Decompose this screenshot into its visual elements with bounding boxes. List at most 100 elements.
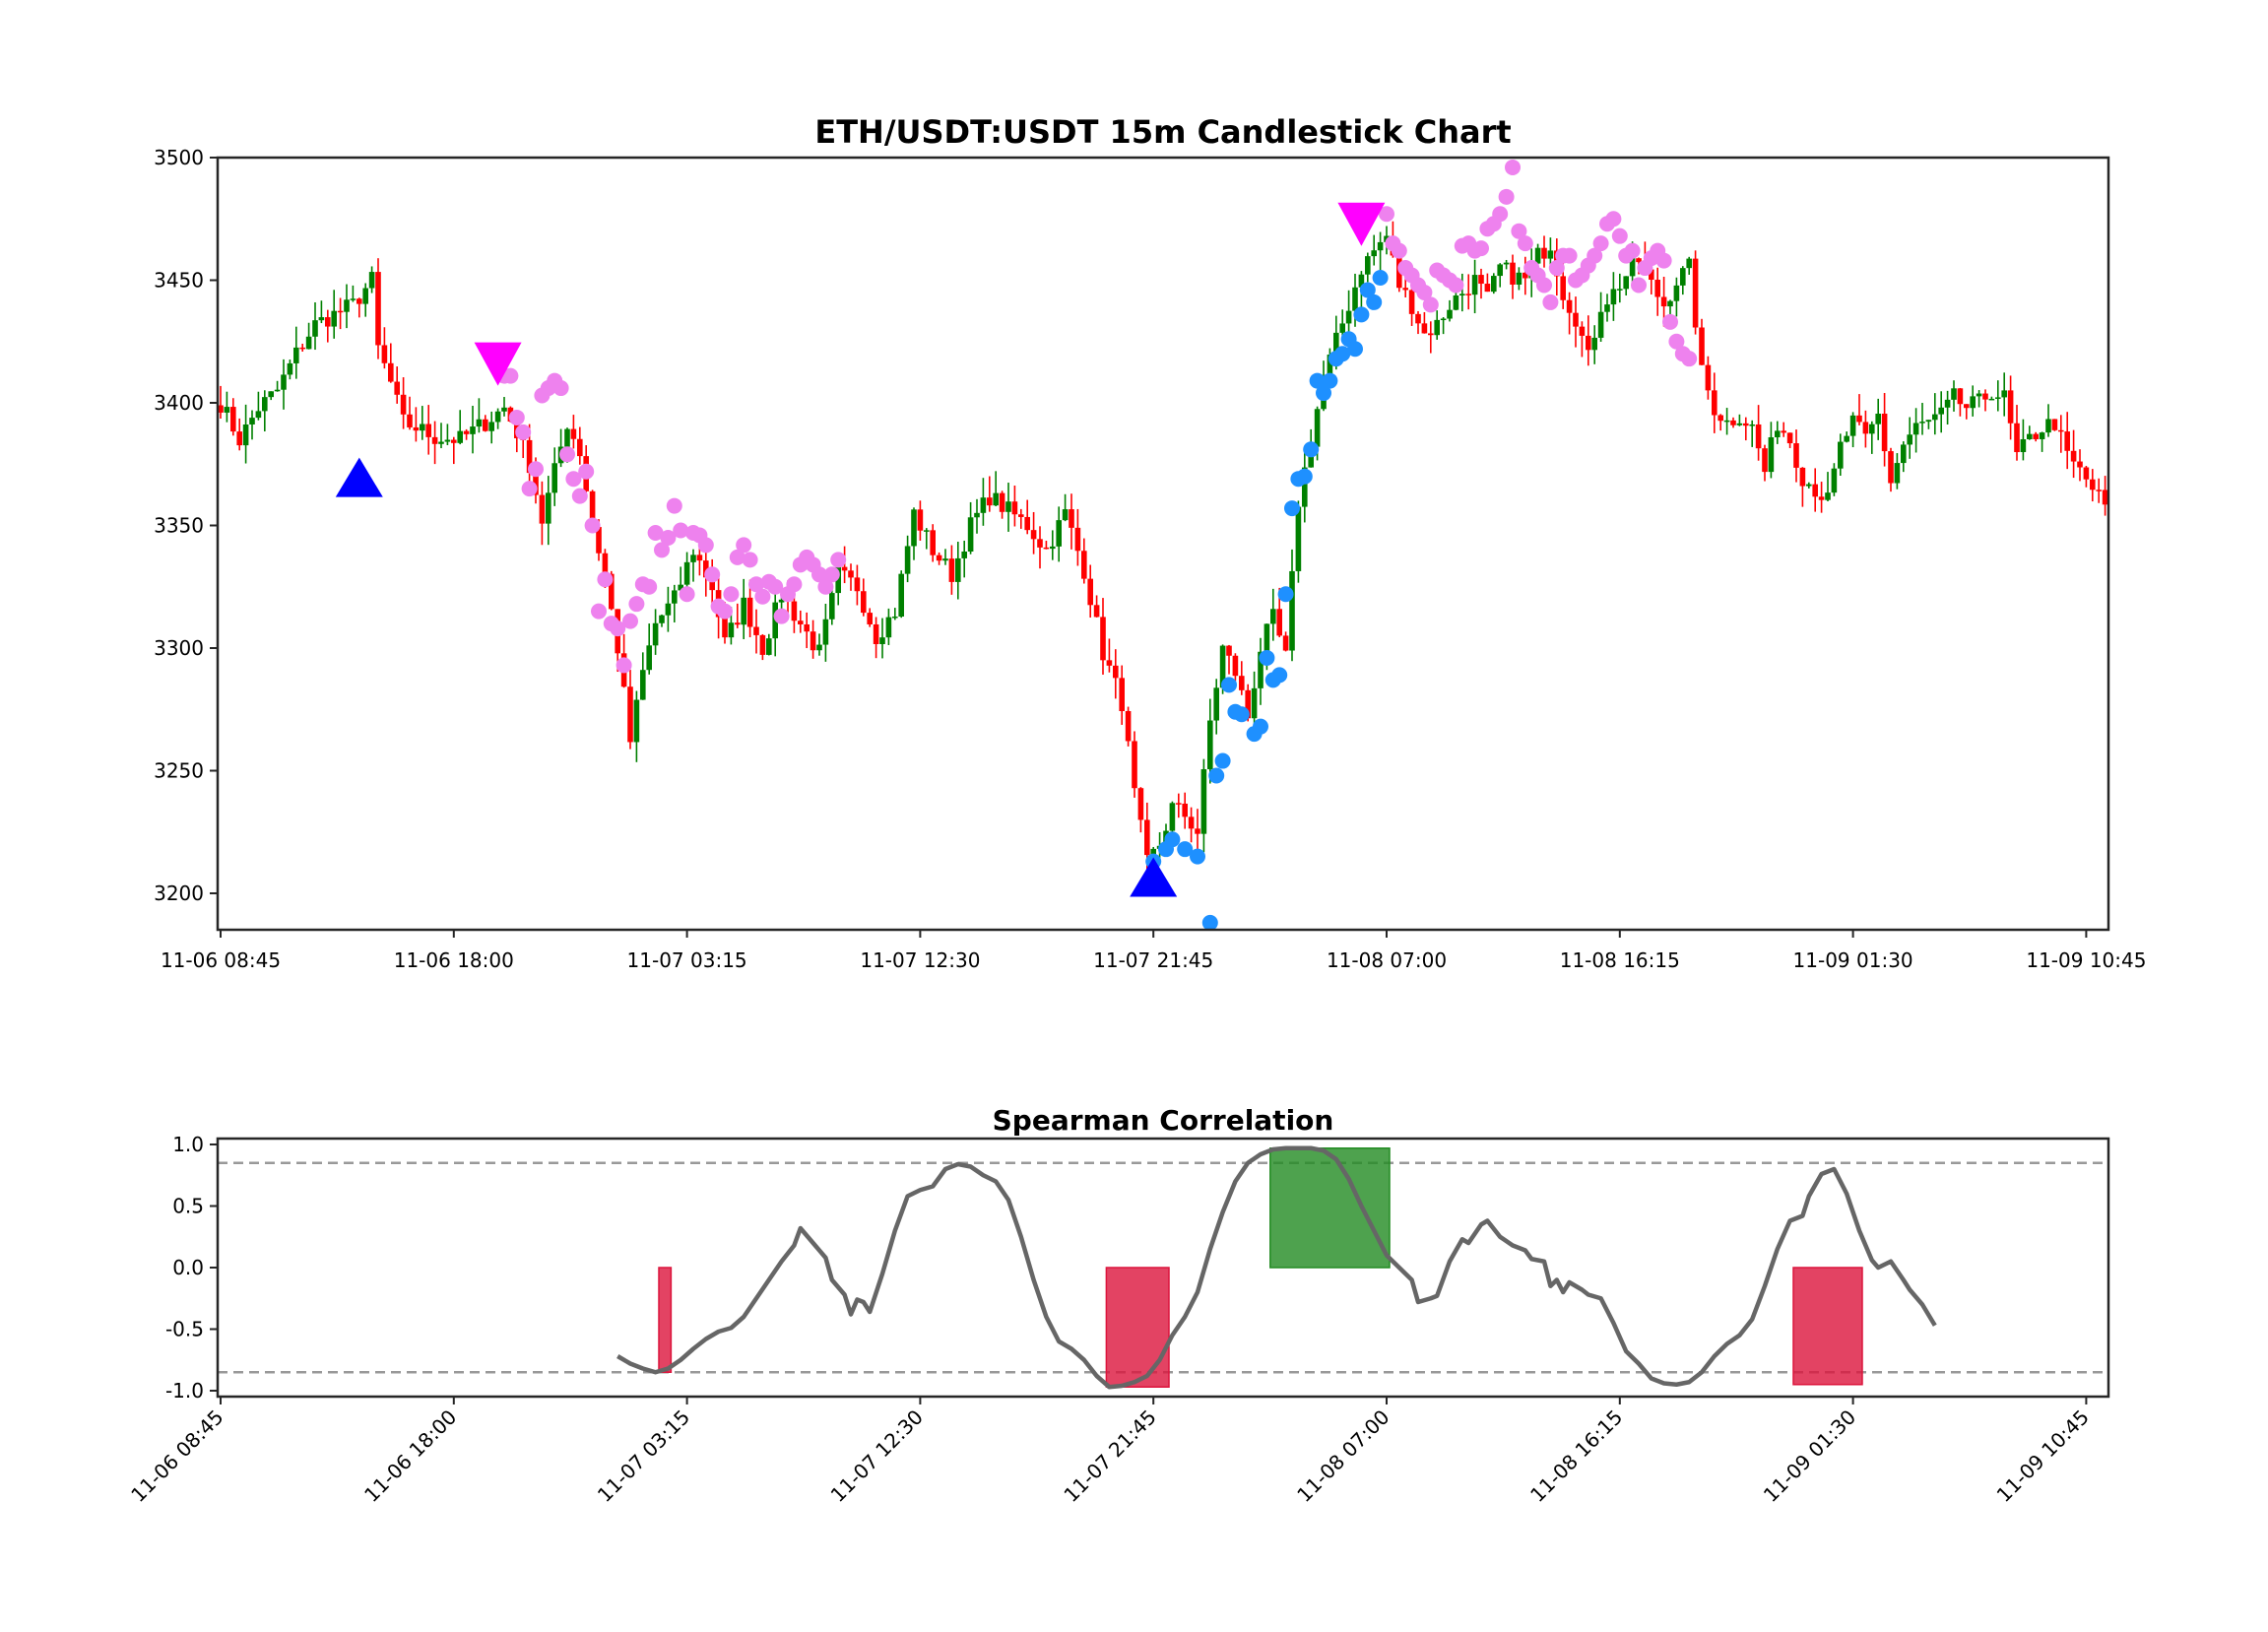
- candle-up: [1491, 276, 1497, 293]
- candle-down: [539, 494, 546, 524]
- candle-down: [1730, 420, 1736, 425]
- candle-up: [1453, 294, 1459, 310]
- support-dot: [1359, 282, 1376, 298]
- candle-down: [1799, 467, 1806, 487]
- candle-up: [1629, 258, 1636, 277]
- sell-signal-triangle-icon: [474, 342, 522, 386]
- candle-down: [1573, 312, 1579, 327]
- candle-up: [1295, 506, 1302, 571]
- candle-up: [1434, 319, 1440, 336]
- support-dot: [1214, 752, 1231, 769]
- candle-up: [1289, 570, 1295, 651]
- candle-up: [911, 509, 917, 547]
- candle-down: [1176, 803, 1182, 805]
- correlation-tick-label: -0.5: [165, 1318, 204, 1341]
- candle-down: [753, 626, 759, 635]
- candle-up: [312, 320, 318, 337]
- resistance-dot: [697, 537, 714, 554]
- candle-down: [798, 620, 804, 624]
- candle-down: [1239, 676, 1245, 690]
- candle-down: [1654, 280, 1660, 297]
- candle-up: [1365, 256, 1371, 275]
- candle-down: [867, 613, 873, 624]
- candle-up: [1610, 289, 1617, 305]
- candle-up: [816, 644, 822, 651]
- support-dot: [1322, 372, 1338, 389]
- correlation-line: [616, 1145, 1937, 1390]
- candle-up: [494, 411, 501, 423]
- candle-down: [325, 317, 331, 327]
- candle-up: [683, 561, 690, 585]
- resistance-dot: [559, 446, 575, 463]
- candle-up: [898, 573, 904, 618]
- candle-up: [1869, 424, 1875, 434]
- candle-up: [470, 426, 476, 434]
- resistance-dot: [521, 481, 538, 497]
- candle-down: [356, 298, 362, 304]
- candle-down: [1478, 275, 1484, 285]
- candle-down: [848, 570, 854, 578]
- candle-up: [1219, 645, 1226, 688]
- resistance-dot: [597, 571, 614, 588]
- candle-up: [1604, 304, 1610, 312]
- candle-up: [564, 428, 570, 447]
- candle-up: [1988, 398, 1995, 401]
- candle-up: [551, 463, 557, 493]
- resistance-dot: [1548, 260, 1565, 277]
- candle-up: [1251, 687, 1258, 719]
- price-tick-label: 3300: [154, 636, 204, 660]
- candle-up: [633, 699, 640, 743]
- candle-down: [577, 438, 583, 457]
- candle-down: [1132, 741, 1137, 789]
- candle-up: [879, 637, 885, 644]
- candle-down: [1100, 617, 1106, 661]
- candle-down: [1024, 516, 1030, 531]
- time-tick-label: 11-07 12:30: [860, 948, 980, 972]
- candle-up: [829, 593, 835, 620]
- candle-up: [652, 622, 659, 646]
- candle-down: [1957, 388, 1964, 405]
- resistance-dot: [1631, 277, 1647, 294]
- resistance-dot: [1473, 240, 1489, 257]
- resistance-dot: [591, 603, 607, 620]
- candle-down: [1182, 803, 1188, 817]
- candle-up: [974, 512, 980, 518]
- resistance-dot: [1681, 351, 1698, 367]
- candle-down: [861, 591, 867, 614]
- price-tick-label: 3400: [154, 391, 204, 415]
- candle-up: [281, 374, 287, 390]
- resistance-dot: [1505, 159, 1521, 175]
- resistance-dot: [660, 529, 677, 546]
- candle-up: [242, 424, 249, 446]
- candle-up: [961, 552, 967, 558]
- candle-down: [431, 436, 438, 444]
- candle-up: [822, 619, 829, 645]
- candle-up: [457, 430, 463, 443]
- resistance-dot: [654, 542, 670, 558]
- candle-down: [1011, 501, 1018, 515]
- candle-up: [1825, 492, 1831, 500]
- candle-up: [1497, 264, 1503, 277]
- candle-down: [400, 394, 407, 415]
- time-tick-label: 11-07 03:15: [627, 948, 747, 972]
- candle-down: [1484, 284, 1491, 293]
- resistance-dot: [1391, 242, 1407, 259]
- candle-down: [1712, 390, 1717, 416]
- resistance-dot: [584, 517, 601, 534]
- candle-up: [1995, 397, 2001, 399]
- resistance-dot: [736, 537, 752, 554]
- candle-up: [835, 566, 841, 594]
- candle-down: [1881, 414, 1888, 452]
- candle-down: [1818, 496, 1825, 500]
- candle-up: [318, 317, 325, 321]
- candle-up: [1749, 424, 1755, 426]
- candle-up: [344, 299, 350, 312]
- candle-down: [1566, 299, 1573, 313]
- candle-up: [1623, 276, 1629, 290]
- candle-down: [1282, 635, 1289, 651]
- candle-down: [2064, 431, 2070, 451]
- candle-down: [804, 623, 810, 632]
- candle-down: [2096, 490, 2102, 491]
- resistance-dot: [628, 596, 645, 613]
- candle-down: [930, 530, 936, 555]
